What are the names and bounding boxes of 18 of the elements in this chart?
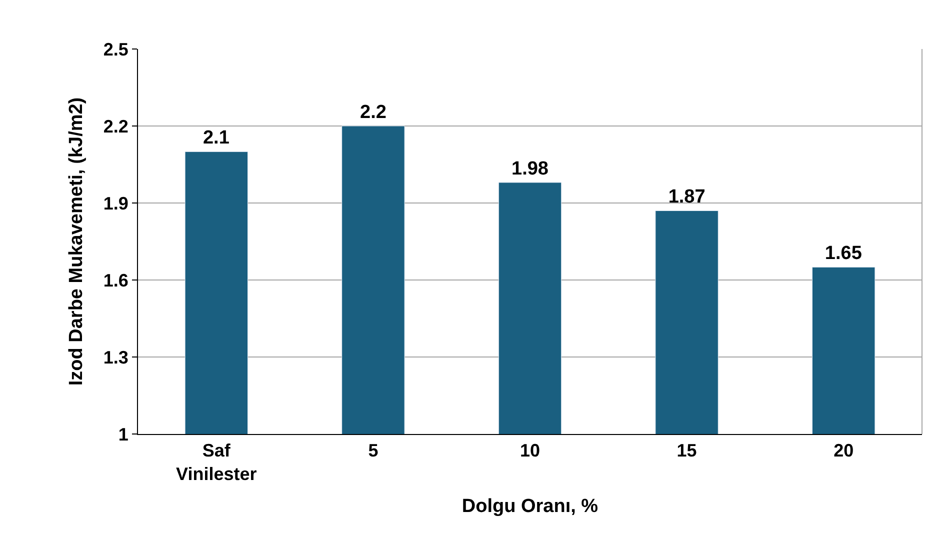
x-tick-label: 15 bbox=[676, 440, 697, 461]
y-tick-label: 1.9 bbox=[103, 193, 128, 214]
data-label: 2.1 bbox=[202, 128, 230, 149]
y-tick-label: 1.6 bbox=[103, 270, 128, 290]
x-tick-label: 5 bbox=[368, 440, 378, 461]
data-label: 2.2 bbox=[360, 102, 386, 123]
data-label: 1.98 bbox=[512, 158, 548, 180]
y-tick-label: 1 bbox=[118, 424, 128, 444]
y-tick-label: 2.2 bbox=[103, 116, 128, 136]
x-axis-title: Dolgu Oranı, % bbox=[462, 496, 598, 517]
x-tick-label: 20 bbox=[834, 440, 854, 461]
y-axis-title: Izod Darbe Mukavemeti, (kJ/m2) bbox=[66, 97, 88, 386]
y-tick-label: 2.5 bbox=[103, 39, 128, 60]
y-tick-label: 1.3 bbox=[103, 347, 128, 368]
x-tick-label: Saf Vinilester bbox=[176, 440, 257, 484]
data-label: 1.65 bbox=[824, 243, 862, 264]
data-label: 1.87 bbox=[668, 186, 706, 208]
x-tick-label: 10 bbox=[520, 440, 540, 461]
